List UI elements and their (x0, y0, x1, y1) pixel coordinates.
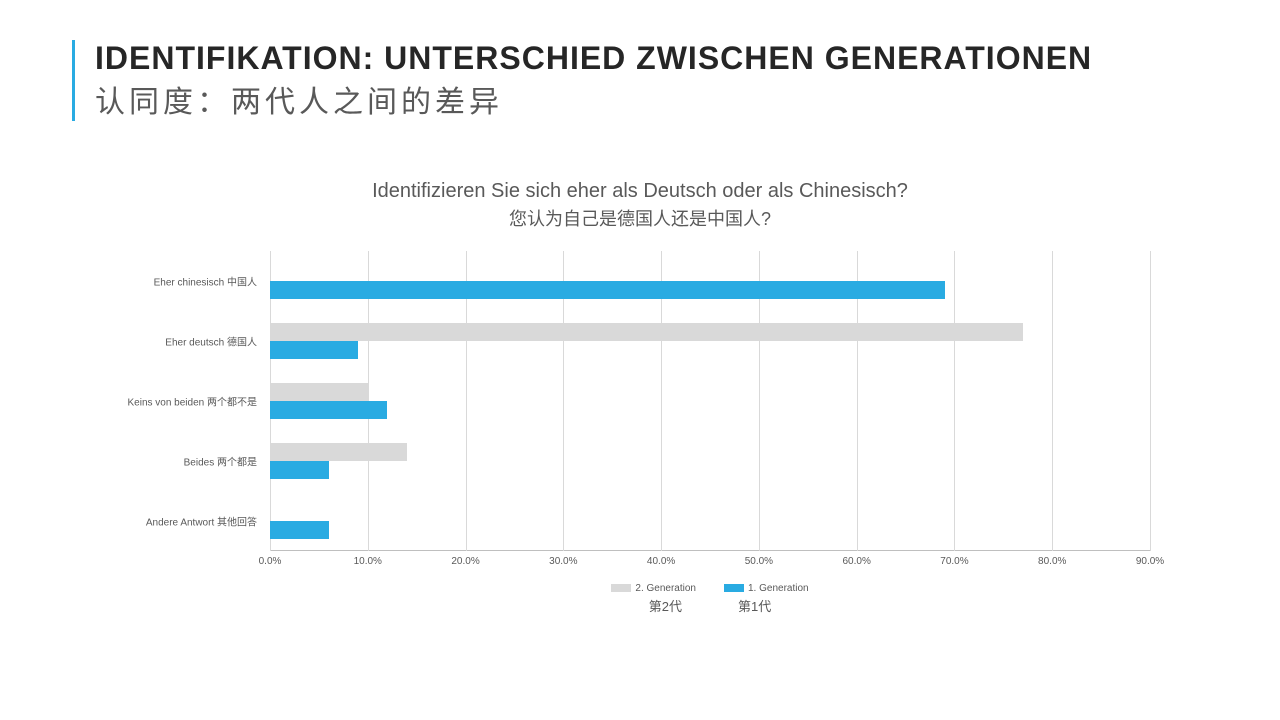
bar (270, 383, 368, 401)
x-tick-label: 20.0% (451, 556, 479, 567)
legend-swatch (724, 584, 744, 592)
bar (270, 461, 329, 479)
gridline (1150, 251, 1151, 551)
bar (270, 323, 1023, 341)
x-tick-label: 10.0% (354, 556, 382, 567)
slide-title-block: IDENTIFIKATION: UNTERSCHIED ZWISCHEN GEN… (72, 40, 1092, 121)
x-tick-label: 30.0% (549, 556, 577, 567)
bar (270, 341, 358, 359)
x-tick-label: 70.0% (940, 556, 968, 567)
x-tick-label: 0.0% (259, 556, 282, 567)
legend-swatch (611, 584, 631, 592)
category-label: Andere Antwort 其他回答 (146, 514, 257, 529)
plot-area (270, 251, 1150, 551)
legend-label-zh: 第2代 (649, 596, 682, 615)
chart-legend: 2. Generation 1. Generation 第2代 第1代 (270, 583, 1150, 615)
legend-label-de: 2. Generation (635, 583, 696, 594)
legend-label-zh: 第1代 (738, 596, 771, 615)
x-tick-label: 50.0% (745, 556, 773, 567)
x-axis-labels: 0.0%10.0%20.0%30.0%40.0%50.0%60.0%70.0%8… (270, 556, 1150, 576)
bar (270, 401, 387, 419)
gridline (954, 251, 955, 551)
bar (270, 521, 329, 539)
bar (270, 443, 407, 461)
legend-item: 1. Generation (724, 583, 809, 594)
category-label: Eher deutsch 德国人 (165, 334, 257, 349)
x-axis-line (270, 550, 1150, 551)
category-label: Beides 两个都是 (184, 454, 257, 469)
chart-title-de: Identifizieren Sie sich eher als Deutsch… (100, 180, 1180, 203)
category-label: Eher chinesisch 中国人 (154, 274, 257, 289)
gridline (1052, 251, 1053, 551)
x-tick-label: 40.0% (647, 556, 675, 567)
legend-label-de: 1. Generation (748, 583, 809, 594)
bar (270, 281, 945, 299)
slide-title-zh: 认同度：两代人之间的差异 (95, 77, 1092, 121)
y-axis-labels: Eher chinesisch 中国人 Eher deutsch 德国人 Keins… (100, 251, 265, 551)
x-tick-label: 90.0% (1136, 556, 1164, 567)
chart-container: Identifizieren Sie sich eher als Deutsch… (100, 180, 1180, 581)
x-tick-label: 60.0% (842, 556, 870, 567)
slide-title-de: IDENTIFIKATION: UNTERSCHIED ZWISCHEN GEN… (95, 40, 1092, 77)
legend-item: 2. Generation (611, 583, 696, 594)
category-label: Keins von beiden 两个都不是 (127, 394, 257, 409)
x-tick-label: 80.0% (1038, 556, 1066, 567)
chart-plot: Eher chinesisch 中国人 Eher deutsch 德国人 Keins… (100, 251, 1180, 581)
chart-title-zh: 您认为自己是德国人还是中国人? (100, 205, 1180, 231)
